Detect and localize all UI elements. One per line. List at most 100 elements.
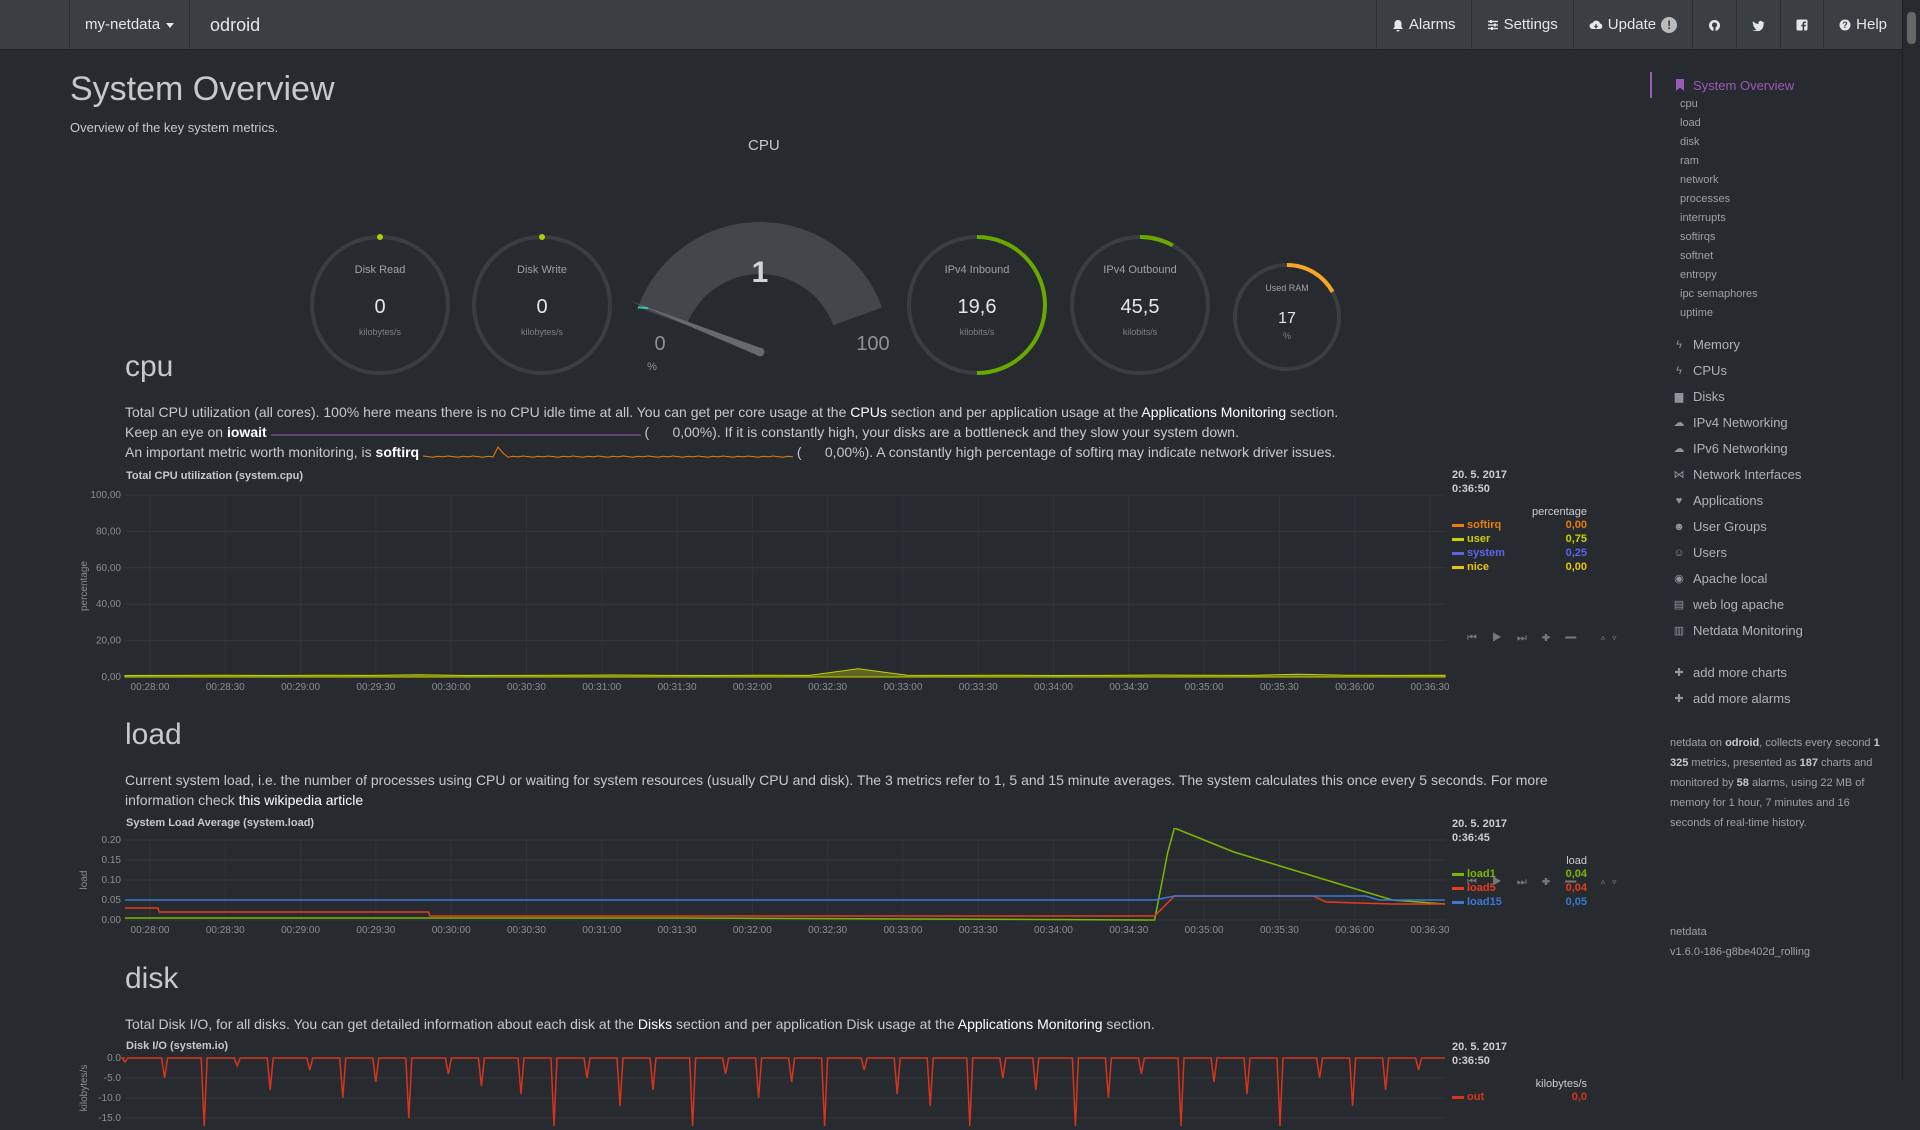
question-circle-icon: ?	[1839, 19, 1851, 31]
sidebar-item-user-groups[interactable]: ☻ User Groups	[1673, 519, 1767, 534]
sidebar-subitem-ipc-semaphores[interactable]: ipc semaphores	[1680, 288, 1758, 300]
alarms-button[interactable]: Alarms	[1375, 0, 1471, 50]
series-line-load5	[125, 895, 1445, 917]
gauge-title: IPv4 Outbound	[1103, 264, 1176, 276]
sidebar-subitem-interrupts[interactable]: interrupts	[1680, 212, 1726, 224]
sidebar-item-ipv4-networking[interactable]: ☁ IPv4 Networking	[1673, 415, 1788, 430]
sidebar-subitem-disk[interactable]: disk	[1680, 136, 1700, 148]
x-tick-label: 00:32:30	[808, 925, 847, 936]
y-axis-label: load	[79, 871, 90, 890]
legend-row-softirq[interactable]: softirq 0,00	[1452, 518, 1587, 532]
legend-row-out[interactable]: out 0,0	[1452, 1090, 1587, 1104]
cpu-gauge-min: 0	[654, 333, 665, 355]
x-tick-label: 00:34:00	[1034, 925, 1073, 936]
scrollbar-thumb[interactable]	[1907, 12, 1916, 44]
x-tick-label: 00:31:00	[582, 925, 621, 936]
navbar-right: Alarms Settings Update ! ? Help	[1375, 0, 1902, 50]
sidebar-subitem-ram[interactable]: ram	[1680, 155, 1699, 167]
disks-link[interactable]: Disks	[637, 1016, 673, 1032]
sidebar-item-apache-local[interactable]: ◉ Apache local	[1673, 571, 1767, 586]
help-button[interactable]: ? Help	[1823, 0, 1902, 50]
sidebar-item-applications[interactable]: ♥ Applications	[1673, 493, 1763, 508]
sidebar-item-memory[interactable]: ϟ Memory	[1673, 337, 1740, 352]
cpu-chart-controls[interactable]: ⏮ ▶ ⏭ ✚ ━ ▵▿	[1467, 632, 1624, 644]
sidebar-subitem-cpu[interactable]: cpu	[1680, 98, 1698, 110]
navbar-left: my-netdata odroid	[0, 0, 280, 50]
legend-series-value: 0,00	[1565, 561, 1587, 573]
applications-monitoring-link[interactable]: Applications Monitoring	[957, 1016, 1103, 1032]
sidebar-item-cpus[interactable]: ϟ CPUs	[1673, 363, 1727, 378]
easypie-used-ram[interactable]: Used RAM 17%	[1233, 263, 1341, 371]
cpus-link[interactable]: CPUs	[850, 404, 887, 420]
legend-row-load5[interactable]: load5 0,04	[1452, 881, 1587, 895]
softirq-value: 0,00%	[824, 444, 865, 460]
load-chart-controls[interactable]: ⏮ ▶ ⏭ ✚ ━ ▵▿	[1467, 876, 1624, 888]
gauge-units: kilobytes/s	[521, 327, 564, 337]
x-tick-label: 00:32:30	[808, 682, 847, 693]
easypie-ipv4-outbound[interactable]: IPv4 Outbound 45,5 kilobits/s	[1070, 235, 1210, 375]
sidebar-subitem-softnet[interactable]: softnet	[1680, 250, 1714, 262]
legend-row-load15[interactable]: load15 0,05	[1452, 895, 1587, 909]
version-string: v1.6.0-186-g8be402d_rolling	[1670, 946, 1811, 958]
legend-date: 20. 5. 2017	[1452, 1041, 1508, 1053]
wikipedia-link[interactable]: this wikipedia article	[238, 792, 364, 808]
sidebar-item-network-interfaces[interactable]: ⋈ Network Interfaces	[1673, 467, 1802, 482]
cpu-description: Total CPU utilization (all cores). 100% …	[125, 402, 1575, 462]
legend-row-user[interactable]: user 0,75	[1452, 532, 1587, 546]
hostname-title[interactable]: odroid	[210, 15, 261, 35]
cpu-gauge[interactable]: 1 0 100%	[629, 222, 890, 373]
easypie-ipv4-inbound[interactable]: IPv4 Inbound 19,6 kilobits/s	[907, 235, 1047, 375]
add-more-alarms-link[interactable]: ✚ add more alarms	[1673, 691, 1790, 706]
legend-row-load1[interactable]: load1 0,04	[1452, 867, 1587, 881]
sidebar-subitem-softirqs[interactable]: softirqs	[1680, 231, 1716, 243]
sidebar-item-users[interactable]: ☺ Users	[1673, 545, 1727, 560]
update-button[interactable]: Update !	[1572, 0, 1692, 50]
sidebar-item-ipv6-networking[interactable]: ☁ IPv6 Networking	[1673, 441, 1788, 456]
legend-series-name: load15	[1452, 895, 1502, 909]
sidebar-item-disks[interactable]: ▆ Disks	[1673, 389, 1725, 404]
x-tick-label: 00:35:00	[1185, 925, 1224, 936]
facebook-button[interactable]	[1780, 0, 1823, 50]
series-line-out	[120, 1057, 1445, 1127]
sidebar-subitem-load[interactable]: load	[1680, 117, 1701, 129]
legend-series-value: 0,0	[1571, 1091, 1587, 1103]
paren: (	[644, 424, 650, 440]
sidebar-item-system-overview[interactable]: System Overview	[1650, 72, 1794, 98]
sidebar-subitem-entropy[interactable]: entropy	[1680, 269, 1717, 281]
easypie-disk-read[interactable]: Disk Read 0 kilobytes/s	[310, 234, 450, 375]
sidebar-subitem-uptime[interactable]: uptime	[1680, 307, 1714, 319]
svg-text:?: ?	[1842, 20, 1848, 30]
y-tick-label: 100,00	[90, 490, 121, 501]
my-netdata-dropdown[interactable]: my-netdata	[70, 0, 191, 50]
sidebar-header-label: System Overview	[1693, 77, 1795, 93]
disk-chart-title: Disk I/O (system.io)	[126, 1040, 229, 1052]
cpu-chart[interactable]: 100,00 80,00 60,00 40,00 20,00 0,00 00:28:00 00…	[60, 480, 1450, 695]
sidebar-item-label: Applications	[1693, 493, 1764, 508]
load-chart[interactable]: 0.20 0.15 0.10 0.05 0.00 00:28:00 00:28:30 00:2…	[60, 828, 1450, 938]
legend-row-system[interactable]: system 0,25	[1452, 546, 1587, 560]
github-button[interactable]	[1692, 0, 1736, 50]
easypie-disk-write[interactable]: Disk Write 0 kilobytes/s	[472, 234, 612, 375]
page-scrollbar[interactable]	[1902, 0, 1920, 1080]
legend-series-name: softirq	[1452, 518, 1501, 532]
gauge-title: Used RAM	[1265, 283, 1309, 293]
update-badge: !	[1661, 17, 1678, 33]
sidebar-item-netdata-monitoring[interactable]: ▥ Netdata Monitoring	[1673, 623, 1803, 638]
applications-monitoring-link[interactable]: Applications Monitoring	[1141, 404, 1287, 420]
y-tick-label: 0.00	[102, 915, 122, 926]
x-tick-label: 00:35:30	[1260, 925, 1299, 936]
sidebar-item-web-log-apache[interactable]: ▤ web log apache	[1673, 597, 1784, 612]
legend-time: 0:36:45	[1452, 832, 1490, 844]
x-tick-label: 00:31:30	[658, 682, 697, 693]
plus-icon: ✚	[1674, 693, 1684, 705]
heartbeat-icon: ♥	[1675, 494, 1683, 507]
legend-row-nice[interactable]: nice 0,00	[1452, 560, 1587, 574]
sidebar-subitem-network[interactable]: network	[1680, 174, 1719, 186]
disk-chart[interactable]: 0.0 -5.0 -10.0 -15.0 kilobytes/s	[60, 1050, 1450, 1130]
add-more-charts-link[interactable]: ✚ add more charts	[1673, 665, 1787, 680]
settings-button[interactable]: Settings	[1470, 0, 1573, 50]
sidebar-subitem-processes[interactable]: processes	[1680, 193, 1731, 205]
twitter-button[interactable]	[1736, 0, 1780, 50]
legend-series-label: load15	[1467, 896, 1502, 908]
legend-series-label: softirq	[1467, 519, 1502, 531]
